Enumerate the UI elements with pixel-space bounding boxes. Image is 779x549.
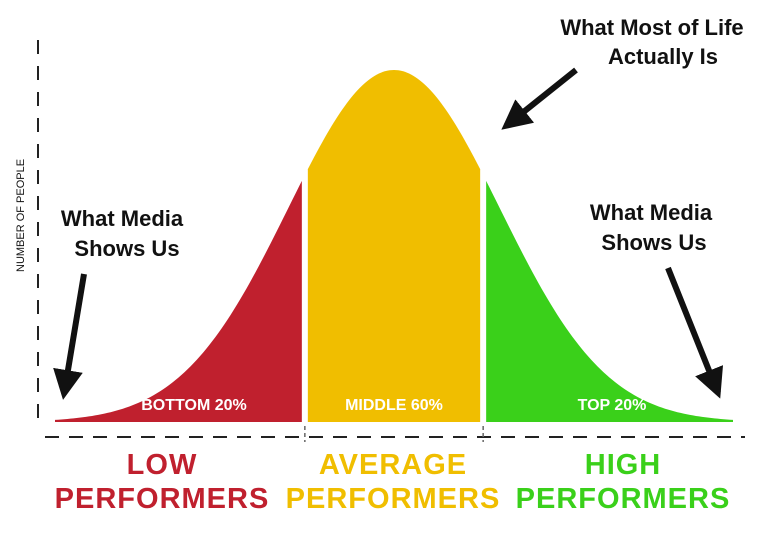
category-high-line2: PERFORMERS [516, 483, 731, 515]
segment-label-bottom: BOTTOM 20% [141, 397, 247, 414]
y-axis-label: NUMBER OF PEOPLE [15, 159, 27, 272]
segment-dividers [304, 426, 484, 442]
curve-segment-3 [486, 180, 733, 422]
curve-segments [55, 70, 733, 422]
category-low-line2: PERFORMERS [55, 483, 270, 515]
annotation-left-line1: What Media [61, 206, 184, 231]
curve-segment-2 [307, 70, 481, 422]
category-average-line2: PERFORMERS [286, 483, 501, 515]
annotation-right-line1: What Media [590, 200, 713, 225]
category-high-line1: HIGH [585, 449, 662, 481]
annotation-peak-line2: Actually Is [608, 44, 718, 69]
category-low-line1: LOW [127, 449, 198, 481]
arrow-peak [501, 67, 578, 130]
arrow-right-tail [665, 266, 724, 399]
curve-segment-1 [55, 180, 302, 422]
segment-label-middle: MIDDLE 60% [345, 397, 443, 414]
segment-label-top: TOP 20% [578, 397, 647, 414]
arrow-left-tail [53, 273, 87, 400]
category-average-line1: AVERAGE [319, 449, 467, 481]
annotation-left-line2: Shows Us [74, 236, 179, 261]
annotation-right-line2: Shows Us [601, 230, 706, 255]
annotation-peak-line1: What Most of Life [560, 15, 743, 40]
